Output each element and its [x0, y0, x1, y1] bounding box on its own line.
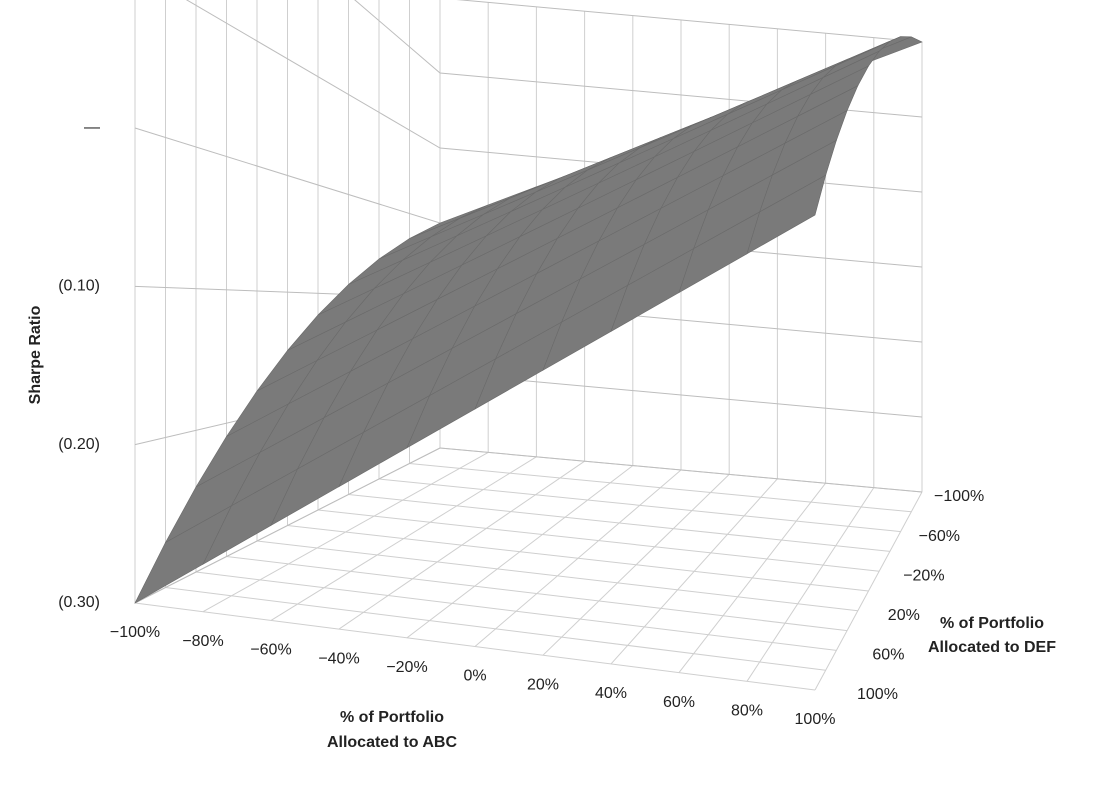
- depth-tick-label: 100%: [857, 686, 898, 703]
- x-tick-label: −60%: [250, 642, 291, 659]
- grid-line: [456, 0, 923, 43]
- surface-cell: [746, 174, 827, 255]
- x-tick-label: 60%: [663, 694, 695, 711]
- depth-axis-title: % of Portfolio: [940, 615, 1044, 632]
- floor-line: [287, 525, 869, 592]
- x-tick-label: −80%: [182, 633, 223, 650]
- x-tick-label: −40%: [318, 650, 359, 667]
- floor-line: [195, 571, 837, 651]
- depth-tick-label: 60%: [872, 647, 904, 664]
- x-axis-title: % of Portfolio: [340, 709, 444, 726]
- grid-line: [134, 447, 923, 604]
- y-tick-label: (0.20): [58, 436, 100, 453]
- x-tick-label: −100%: [110, 624, 160, 641]
- depth-tick-label: −20%: [903, 567, 944, 584]
- floor-line: [317, 509, 880, 572]
- y-tick-label: —: [84, 119, 100, 136]
- x-tick-label: 20%: [527, 676, 559, 693]
- floor-line: [348, 494, 890, 552]
- x-axis-title: Allocated to ABC: [327, 734, 458, 751]
- floor-line: [256, 540, 858, 612]
- depth-tick-label: −100%: [934, 488, 984, 505]
- x-tick-label: 0%: [463, 668, 486, 685]
- floor-line: [378, 478, 901, 533]
- y-tick-label: (0.10): [58, 278, 100, 295]
- depth-tick-label: −60%: [919, 528, 960, 545]
- y-axis-title: Sharpe Ratio: [27, 305, 44, 404]
- x-tick-label: 80%: [731, 703, 763, 720]
- y-tick-label: (0.30): [58, 594, 100, 611]
- x-tick-label: 100%: [795, 711, 836, 728]
- x-tick-label: −20%: [386, 659, 427, 676]
- floor-line: [134, 602, 816, 691]
- floor-line: [165, 587, 826, 671]
- depth-axis-title: Allocated to DEF: [928, 639, 1056, 656]
- floor-line: [226, 556, 848, 632]
- floor-line: [409, 463, 912, 513]
- x-tick-label: 40%: [595, 685, 627, 702]
- depth-tick-label: 20%: [888, 607, 920, 624]
